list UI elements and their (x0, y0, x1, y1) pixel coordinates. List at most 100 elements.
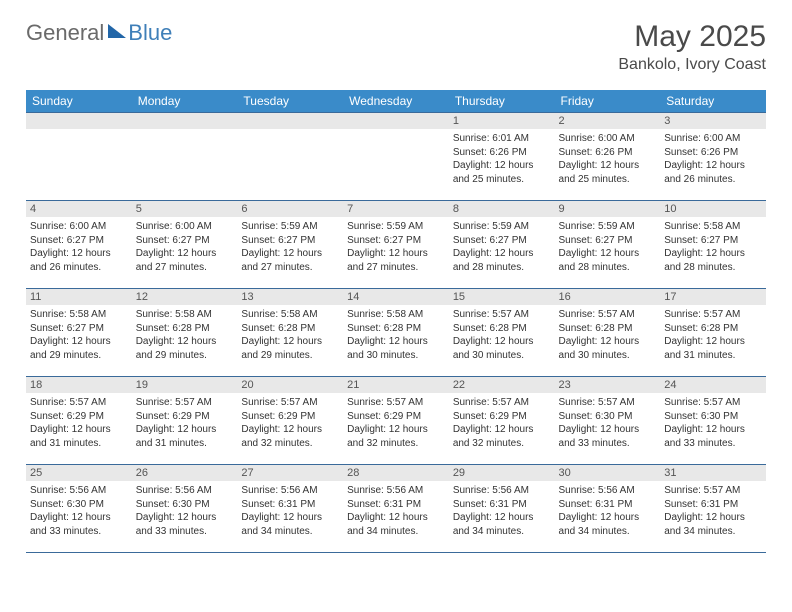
day-content: Sunrise: 6:00 AMSunset: 6:27 PMDaylight:… (26, 217, 132, 277)
sunrise-text: Sunrise: 6:00 AM (136, 220, 234, 234)
sunset-text: Sunset: 6:30 PM (664, 410, 762, 424)
logo-text-blue: Blue (128, 20, 172, 46)
day-number: 8 (449, 201, 555, 217)
weekday-header: Thursday (449, 90, 555, 113)
logo-text-general: General (26, 20, 104, 46)
day-content: Sunrise: 5:59 AMSunset: 6:27 PMDaylight:… (343, 217, 449, 277)
day-cell: 20 Sunrise: 5:57 AMSunset: 6:29 PMDayligh… (237, 377, 343, 465)
day-content: Sunrise: 6:01 AMSunset: 6:26 PMDaylight:… (449, 129, 555, 189)
sunset-text: Sunset: 6:31 PM (559, 498, 657, 512)
daylight-text: Daylight: 12 hours and 34 minutes. (453, 511, 551, 538)
day-cell: 29Sunrise: 5:56 AMSunset: 6:31 PMDayligh… (449, 465, 555, 553)
sunrise-text: Sunrise: 5:57 AM (241, 396, 339, 410)
day-cell: 22Sunrise: 5:57 AMSunset: 6:29 PMDayligh… (449, 377, 555, 465)
sunset-text: Sunset: 6:26 PM (559, 146, 657, 160)
daylight-text: Daylight: 12 hours and 33 minutes. (136, 511, 234, 538)
day-cell: 7Sunrise: 5:59 AMSunset: 6:27 PMDaylight… (343, 201, 449, 289)
sunset-text: Sunset: 6:28 PM (664, 322, 762, 336)
daylight-text: Daylight: 12 hours and 27 minutes. (136, 247, 234, 274)
sunset-text: Sunset: 6:31 PM (453, 498, 551, 512)
sunset-text: Sunset: 6:27 PM (664, 234, 762, 248)
day-cell: 2Sunrise: 6:00 AMSunset: 6:26 PMDaylight… (555, 113, 661, 201)
logo: General Blue (26, 20, 172, 46)
daylight-text: Daylight: 12 hours and 30 minutes. (559, 335, 657, 362)
day-cell: 5Sunrise: 6:00 AMSunset: 6:27 PMDaylight… (132, 201, 238, 289)
sunset-text: Sunset: 6:29 PM (30, 410, 128, 424)
day-cell: 9Sunrise: 5:59 AMSunset: 6:27 PMDaylight… (555, 201, 661, 289)
day-number: 31 (660, 465, 766, 481)
weekday-header: Tuesday (237, 90, 343, 113)
day-content: Sunrise: 5:56 AMSunset: 6:31 PMDaylight:… (237, 481, 343, 541)
daylight-text: Daylight: 12 hours and 31 minutes. (136, 423, 234, 450)
calendar-table: SundayMondayTuesdayWednesdayThursdayFrid… (26, 90, 766, 553)
daylight-text: Daylight: 12 hours and 28 minutes. (559, 247, 657, 274)
sunrise-text: Sunrise: 5:57 AM (453, 396, 551, 410)
daylight-text: Daylight: 12 hours and 25 minutes. (559, 159, 657, 186)
daylight-text: Daylight: 12 hours and 27 minutes. (241, 247, 339, 274)
day-number: 6 (237, 201, 343, 217)
sunrise-text: Sunrise: 6:01 AM (453, 132, 551, 146)
day-cell: 16Sunrise: 5:57 AMSunset: 6:28 PMDayligh… (555, 289, 661, 377)
sunset-text: Sunset: 6:29 PM (136, 410, 234, 424)
sunrise-text: Sunrise: 5:58 AM (241, 308, 339, 322)
daylight-text: Daylight: 12 hours and 29 minutes. (136, 335, 234, 362)
day-content: Sunrise: 6:00 AMSunset: 6:26 PMDaylight:… (555, 129, 661, 189)
day-cell: 15Sunrise: 5:57 AMSunset: 6:28 PMDayligh… (449, 289, 555, 377)
day-cell: 24Sunrise: 5:57 AMSunset: 6:30 PMDayligh… (660, 377, 766, 465)
daylight-text: Daylight: 12 hours and 26 minutes. (30, 247, 128, 274)
day-number: 27 (237, 465, 343, 481)
sunrise-text: Sunrise: 5:58 AM (664, 220, 762, 234)
daylight-text: Daylight: 12 hours and 31 minutes. (30, 423, 128, 450)
day-cell: 27Sunrise: 5:56 AMSunset: 6:31 PMDayligh… (237, 465, 343, 553)
day-number: 11 (26, 289, 132, 305)
sunset-text: Sunset: 6:26 PM (664, 146, 762, 160)
daylight-text: Daylight: 12 hours and 34 minutes. (664, 511, 762, 538)
daylight-text: Daylight: 12 hours and 29 minutes. (30, 335, 128, 362)
sunrise-text: Sunrise: 5:59 AM (559, 220, 657, 234)
sunset-text: Sunset: 6:30 PM (30, 498, 128, 512)
day-cell: 4Sunrise: 6:00 AMSunset: 6:27 PMDaylight… (26, 201, 132, 289)
sunset-text: Sunset: 6:29 PM (241, 410, 339, 424)
sunset-text: Sunset: 6:30 PM (136, 498, 234, 512)
daylight-text: Daylight: 12 hours and 34 minutes. (347, 511, 445, 538)
daylight-text: Daylight: 12 hours and 32 minutes. (241, 423, 339, 450)
empty-day-cell (343, 113, 449, 201)
day-content: Sunrise: 5:56 AMSunset: 6:30 PMDaylight:… (26, 481, 132, 541)
day-content: Sunrise: 5:57 AMSunset: 6:28 PMDaylight:… (660, 305, 766, 365)
sunrise-text: Sunrise: 5:57 AM (559, 396, 657, 410)
day-number: 4 (26, 201, 132, 217)
sunset-text: Sunset: 6:29 PM (347, 410, 445, 424)
day-content: Sunrise: 5:57 AMSunset: 6:30 PMDaylight:… (555, 393, 661, 453)
sunset-text: Sunset: 6:27 PM (347, 234, 445, 248)
day-num-bar (237, 113, 343, 129)
day-number: 15 (449, 289, 555, 305)
day-number: 3 (660, 113, 766, 129)
sunset-text: Sunset: 6:27 PM (30, 322, 128, 336)
day-num-bar (26, 113, 132, 129)
day-cell: 19Sunrise: 5:57 AMSunset: 6:29 PMDayligh… (132, 377, 238, 465)
sunset-text: Sunset: 6:28 PM (241, 322, 339, 336)
day-content: Sunrise: 5:57 AMSunset: 6:29 PMDaylight:… (132, 393, 238, 453)
day-cell: 21Sunrise: 5:57 AMSunset: 6:29 PMDayligh… (343, 377, 449, 465)
calendar-week-row: 11Sunrise: 5:58 AMSunset: 6:27 PMDayligh… (26, 289, 766, 377)
day-content: Sunrise: 5:58 AMSunset: 6:28 PMDaylight:… (343, 305, 449, 365)
daylight-text: Daylight: 12 hours and 31 minutes. (664, 335, 762, 362)
sunset-text: Sunset: 6:27 PM (241, 234, 339, 248)
day-num-bar (343, 113, 449, 129)
day-content: Sunrise: 5:57 AMSunset: 6:29 PMDaylight:… (26, 393, 132, 453)
day-content: Sunrise: 5:57 AMSunset: 6:28 PMDaylight:… (555, 305, 661, 365)
calendar-body: 1Sunrise: 6:01 AMSunset: 6:26 PMDaylight… (26, 113, 766, 553)
day-cell: 3Sunrise: 6:00 AMSunset: 6:26 PMDaylight… (660, 113, 766, 201)
day-number: 20 (237, 377, 343, 393)
day-cell: 25Sunrise: 5:56 AMSunset: 6:30 PMDayligh… (26, 465, 132, 553)
weekday-header: Friday (555, 90, 661, 113)
empty-day-cell (132, 113, 238, 201)
weekday-header: Sunday (26, 90, 132, 113)
day-content: Sunrise: 5:58 AMSunset: 6:28 PMDaylight:… (132, 305, 238, 365)
day-content: Sunrise: 5:57 AMSunset: 6:31 PMDaylight:… (660, 481, 766, 541)
sunset-text: Sunset: 6:28 PM (559, 322, 657, 336)
day-number: 26 (132, 465, 238, 481)
sunrise-text: Sunrise: 5:56 AM (30, 484, 128, 498)
sunrise-text: Sunrise: 5:57 AM (664, 396, 762, 410)
day-cell: 28Sunrise: 5:56 AMSunset: 6:31 PMDayligh… (343, 465, 449, 553)
